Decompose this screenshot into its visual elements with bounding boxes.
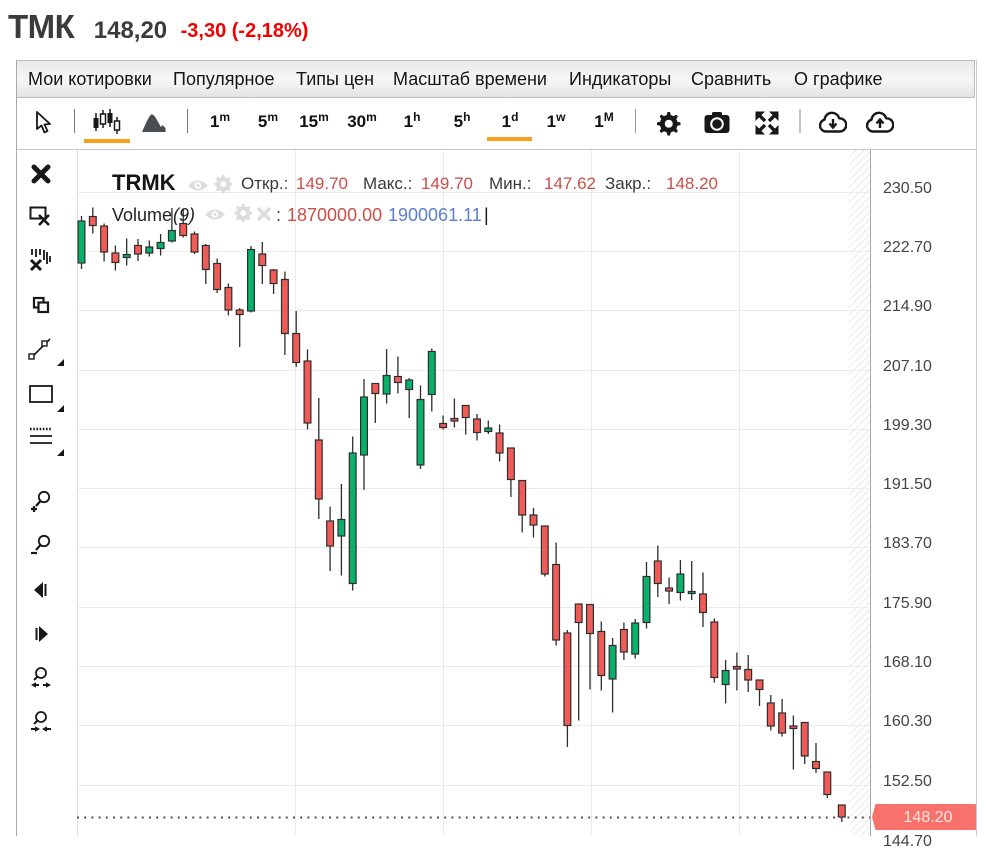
svg-text:148.20: 148.20 <box>904 809 953 826</box>
